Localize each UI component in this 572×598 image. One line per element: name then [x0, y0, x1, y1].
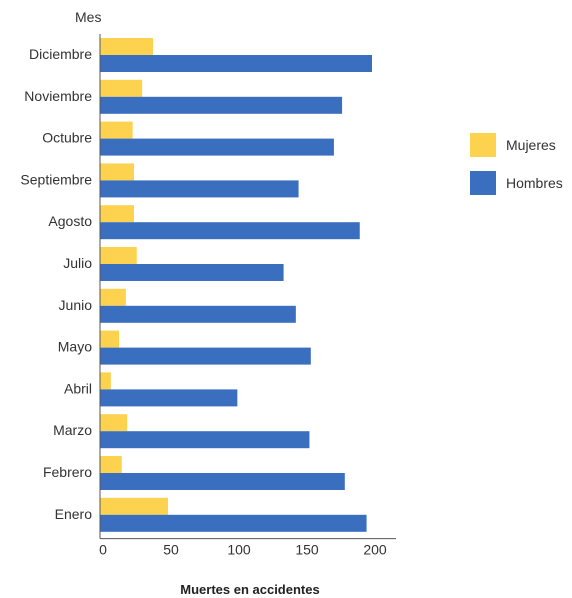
bar-hombres-junio: [100, 305, 296, 323]
category-label: Enero: [55, 506, 93, 522]
category-label: Septiembre: [20, 171, 92, 187]
bar-mujeres-febrero: [100, 456, 122, 473]
category-label: Febrero: [43, 464, 92, 480]
category-label: Mayo: [58, 339, 92, 355]
legend-label-mujeres: Mujeres: [506, 137, 556, 153]
category-label: Abril: [64, 380, 92, 396]
bar-hombres-julio: [100, 264, 284, 281]
bar-hombres-abril: [100, 389, 238, 407]
category-label: Noviembre: [24, 88, 92, 104]
category-label: Marzo: [53, 422, 92, 438]
bar-hombres-septiembre: [100, 180, 299, 198]
bar-mujeres-diciembre: [100, 38, 154, 55]
x-tick-label: 0: [99, 542, 107, 558]
legend: Mujeres Hombres: [470, 133, 563, 195]
category-label: Junio: [59, 297, 93, 313]
bar-mujeres-abril: [100, 372, 111, 390]
bars-group: [100, 38, 372, 532]
x-tick-label: 100: [227, 542, 251, 558]
category-label: Diciembre: [29, 46, 92, 62]
bar-mujeres-agosto: [100, 205, 134, 223]
bar-mujeres-julio: [100, 247, 137, 264]
bar-hombres-febrero: [100, 473, 345, 490]
bar-mujeres-mayo: [100, 330, 120, 348]
bar-mujeres-junio: [100, 288, 126, 306]
bar-hombres-marzo: [100, 431, 310, 449]
category-label: Julio: [63, 255, 92, 271]
category-labels: Diciembre Noviembre Octubre Septiembre Agost…: [20, 46, 92, 522]
category-label: Agosto: [48, 213, 92, 229]
bar-mujeres-noviembre: [100, 79, 143, 97]
bar-hombres-octubre: [100, 138, 334, 156]
x-axis: 0 50 100 150 200: [99, 34, 396, 558]
bar-hombres-agosto: [100, 222, 360, 240]
bar-hombres-diciembre: [100, 55, 372, 72]
bar-hombres-enero: [100, 514, 367, 532]
bar-mujeres-septiembre: [100, 163, 134, 181]
x-tick-label: 150: [295, 542, 319, 558]
bar-mujeres-marzo: [100, 414, 128, 432]
bar-hombres-noviembre: [100, 96, 343, 114]
y-axis-title: Mes: [75, 9, 101, 25]
category-label: Octubre: [42, 130, 92, 146]
legend-swatch-mujeres: [470, 133, 496, 157]
legend-label-hombres: Hombres: [506, 175, 563, 191]
x-axis-title: Muertes en accidentes: [180, 582, 319, 597]
legend-swatch-hombres: [470, 171, 496, 195]
bar-mujeres-octubre: [100, 121, 133, 139]
bar-mujeres-enero: [100, 497, 168, 515]
x-tick-label: 200: [363, 542, 387, 558]
x-tick-label: 50: [163, 542, 179, 558]
bar-hombres-mayo: [100, 347, 311, 365]
